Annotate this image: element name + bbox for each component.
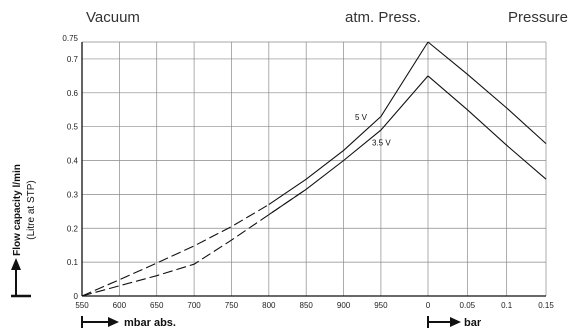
curve-dashed-segment <box>81 188 307 297</box>
y-axis-sublabel: (Litre at STP) <box>26 180 37 239</box>
curves: 5 V 3.5 V <box>81 41 547 297</box>
y-tick-label: 0 <box>74 292 79 301</box>
x-tick-label: 950 <box>374 301 388 310</box>
y-axis-subtitle: (Litre at STP) <box>26 180 37 239</box>
y-axis-title: Flow capacity l/min <box>12 164 23 256</box>
series-label: 5 V <box>355 113 368 122</box>
y-tick-label: 0.5 <box>67 123 79 132</box>
y-axis-arrow-icon <box>11 258 31 298</box>
x-tick-labels: 550 600 650 700 750 800 850 900 950 0 0.05 0.1 0.15 <box>75 301 554 310</box>
curve-dashed-segment <box>81 204 270 297</box>
y-tick-label: 0.6 <box>67 89 79 98</box>
x-tick-label: 600 <box>113 301 127 310</box>
y-tick-label: 0.4 <box>67 157 79 166</box>
x-tick-label: 550 <box>75 301 89 310</box>
y-tick-labels: 0 0.1 0.2 0.3 0.4 0.5 0.6 0.7 0.75 <box>62 34 78 301</box>
vacuum-unit-label: mbar abs. <box>124 317 176 329</box>
x-tick-label: 700 <box>187 301 201 310</box>
y-tick-label: 0.1 <box>67 258 79 267</box>
curve-solid-segment <box>268 75 429 216</box>
vacuum-unit-arrow-icon <box>81 316 119 328</box>
pressure-unit-arrow-icon <box>427 316 461 328</box>
x-tick-label: 650 <box>150 301 164 310</box>
x-tick-label: 900 <box>337 301 351 310</box>
pressure-label: Pressure <box>508 9 568 26</box>
y-tick-label: 0.75 <box>62 34 78 43</box>
curve-solid-segment <box>268 41 429 206</box>
x-tick-label: 0.1 <box>501 301 513 310</box>
y-tick-label: 0.3 <box>67 190 79 199</box>
x-tick-label: 0.15 <box>538 301 554 310</box>
series-label: 3.5 V <box>372 138 391 147</box>
pressure-unit-label: bar <box>464 317 482 329</box>
y-tick-label: 0.2 <box>67 224 79 233</box>
x-tick-label: 800 <box>262 301 276 310</box>
curve-pressure-segment <box>427 75 547 180</box>
grid <box>82 41 547 296</box>
axes <box>81 42 546 297</box>
x-tick-label: 750 <box>225 301 239 310</box>
curve-pressure-segment <box>427 41 547 145</box>
y-tick-label: 0.7 <box>67 55 79 64</box>
x-tick-label: 850 <box>300 301 314 310</box>
x-tick-label: 0.05 <box>460 301 476 310</box>
vacuum-label: Vacuum <box>86 9 140 26</box>
x-tick-label: 0 <box>426 301 431 310</box>
y-axis-label: Flow capacity l/min <box>12 164 23 256</box>
atm-press-label: atm. Press. <box>345 9 421 26</box>
